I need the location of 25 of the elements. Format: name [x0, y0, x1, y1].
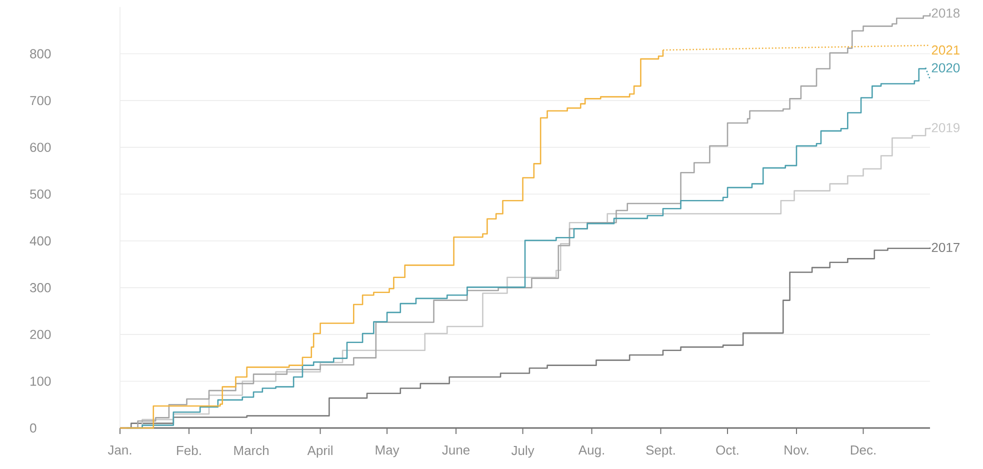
text: 2021 — [932, 45, 960, 55]
y-tick-label: 700 — [30, 96, 51, 106]
y-tick-label: 0 — [30, 423, 36, 433]
y-tick-label: 400 — [30, 236, 51, 246]
series-label: 2018 — [932, 8, 960, 18]
y-tick-label: 200 — [30, 330, 51, 340]
x-tick-label: March — [234, 446, 269, 456]
x-tick-label: April — [307, 446, 332, 458]
x-tick-label: Feb. — [177, 446, 201, 456]
x-tick-label: Dec. — [850, 446, 876, 455]
x-tick-label: July — [511, 446, 534, 458]
y-tick-label: 500 — [30, 190, 51, 199]
x-tick-label: Sept. — [646, 446, 675, 458]
y-tick-label: 600 — [30, 142, 51, 152]
x-tick-label: Nov. — [784, 446, 808, 455]
x-tick-label: Aug. — [578, 446, 604, 458]
x-tick-label: Jan. — [108, 446, 132, 455]
x-tick-label: Oct. — [716, 446, 738, 455]
y-tick-label: 100 — [30, 376, 51, 386]
y-tick-label: 800 — [30, 49, 51, 58]
x-tick-label: May — [376, 446, 400, 458]
series-label: 2020 — [932, 63, 960, 72]
x-tick-label: June — [442, 446, 470, 455]
series-label: 2017 — [932, 242, 960, 252]
y-tick-label: 300 — [30, 283, 51, 292]
